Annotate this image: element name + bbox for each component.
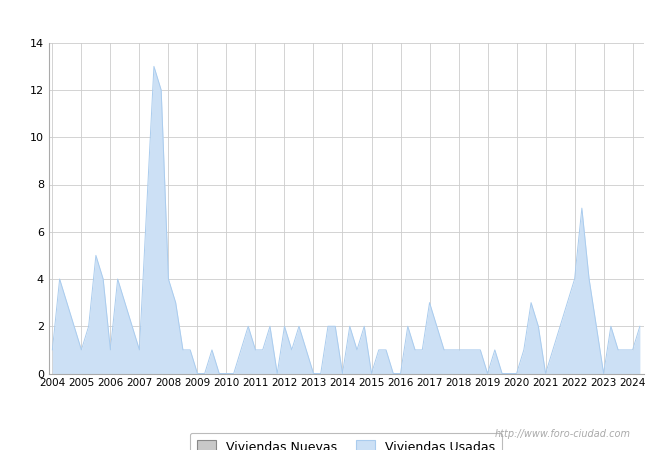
Text: Talarn - Evolucion del Nº de Transacciones Inmobiliarias: Talarn - Evolucion del Nº de Transaccion… xyxy=(121,11,529,26)
Text: http://www.foro-ciudad.com: http://www.foro-ciudad.com xyxy=(495,429,630,439)
Legend: Viviendas Nuevas, Viviendas Usadas: Viviendas Nuevas, Viviendas Usadas xyxy=(190,433,502,450)
